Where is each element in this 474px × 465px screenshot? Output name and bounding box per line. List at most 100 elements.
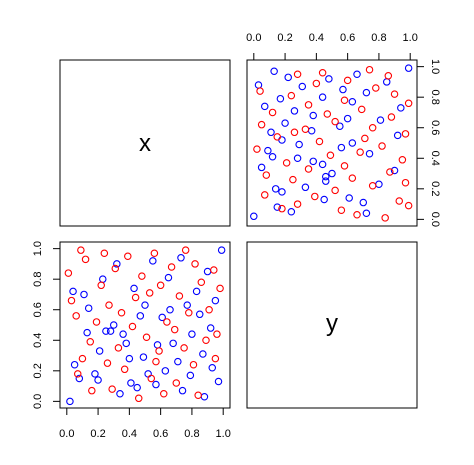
data-point [301, 125, 310, 134]
data-point [331, 117, 339, 126]
data-point [109, 321, 118, 329]
data-point [213, 330, 221, 338]
data-point [150, 249, 159, 257]
data-point [268, 108, 277, 117]
data-point [331, 186, 339, 195]
data-point [368, 123, 377, 132]
data-point [267, 128, 275, 137]
data-point [340, 162, 349, 170]
right-axis-tick-label: 0.0 [429, 212, 441, 227]
right-axis-tick-label: 0.4 [429, 151, 441, 166]
data-point [256, 87, 264, 95]
bottom-axis-tick-label: 0.8 [184, 428, 199, 440]
data-point [326, 151, 335, 159]
data-point [336, 122, 344, 130]
left-axis-tick-label: 1.0 [32, 241, 44, 256]
data-point [67, 296, 76, 305]
data-point [194, 391, 202, 400]
data-point [318, 68, 327, 77]
data-point [134, 394, 143, 403]
data-point [398, 156, 407, 164]
data-point [323, 110, 332, 118]
data-point [301, 183, 310, 192]
data-point [348, 174, 357, 182]
data-point [362, 88, 371, 97]
data-point [382, 78, 391, 86]
top-axis: 0.0 0.2 0.4 0.6 0.8 1.0 [246, 32, 418, 61]
data-point [178, 386, 187, 395]
data-point [345, 194, 353, 202]
data-point [174, 357, 182, 366]
data-point [206, 324, 215, 332]
data-point [145, 289, 154, 297]
data-point [343, 76, 352, 85]
data-point [353, 211, 361, 219]
data-point [153, 341, 162, 349]
data-point [273, 203, 282, 211]
data-point [260, 102, 269, 111]
right-axis: 0.0 0.2 0.4 0.6 0.8 1.0 [416, 59, 441, 227]
data-point [191, 260, 199, 268]
data-point [94, 376, 102, 384]
data-point [307, 127, 316, 135]
data-point [315, 137, 324, 146]
variable-label-y: y [326, 310, 338, 337]
left-axis-tick-label: 0.4 [32, 333, 44, 348]
data-point [125, 354, 134, 363]
data-point [211, 296, 220, 305]
data-point [290, 107, 299, 115]
data-point [278, 188, 286, 196]
data-point [117, 309, 126, 317]
top-axis-tick-label: 0.2 [277, 32, 292, 44]
data-point [202, 336, 210, 345]
data-point [205, 305, 213, 314]
data-point [99, 275, 107, 283]
data-point [97, 281, 105, 290]
top-axis-tick-label: 1.0 [403, 32, 418, 44]
data-point [309, 157, 317, 166]
data-point [287, 91, 296, 100]
data-point [339, 85, 347, 94]
data-point [365, 65, 374, 74]
data-point [337, 206, 346, 214]
data-point [73, 370, 82, 378]
bottom-axis-tick-label: 0.4 [122, 428, 137, 440]
data-point [111, 264, 120, 273]
data-point [144, 370, 152, 378]
data-point [293, 154, 302, 163]
data-point [203, 267, 212, 276]
data-point [124, 252, 132, 261]
right-axis-tick-label: 0.8 [429, 90, 441, 105]
data-point [378, 142, 386, 150]
right-axis-tick-label: 1.0 [429, 59, 441, 74]
top-axis-tick-label: 0.6 [340, 32, 355, 44]
data-point [75, 374, 84, 383]
data-point [311, 192, 319, 201]
data-point [152, 357, 160, 366]
bottom-axis-tick-label: 1.0 [216, 428, 231, 440]
data-point [186, 371, 195, 380]
data-point [401, 178, 410, 187]
data-point [298, 82, 307, 91]
data-point [86, 338, 95, 346]
data-point [142, 333, 151, 341]
data-point [293, 70, 302, 79]
data-point [404, 201, 413, 210]
panel-x-vs-y [59, 241, 231, 409]
data-point [250, 212, 258, 221]
data-point [81, 255, 90, 264]
data-point [386, 168, 394, 176]
bottom-axis-tick-label: 0.6 [153, 428, 168, 440]
data-point [102, 327, 110, 335]
data-point [70, 360, 79, 369]
data-point [278, 204, 286, 213]
data-point [401, 130, 410, 138]
data-point [77, 246, 85, 254]
data-point [348, 98, 357, 106]
data-point [381, 214, 389, 222]
data-point [376, 116, 385, 124]
data-point [217, 246, 226, 254]
data-point [78, 354, 87, 363]
data-point [138, 272, 146, 280]
data-point [169, 339, 177, 348]
